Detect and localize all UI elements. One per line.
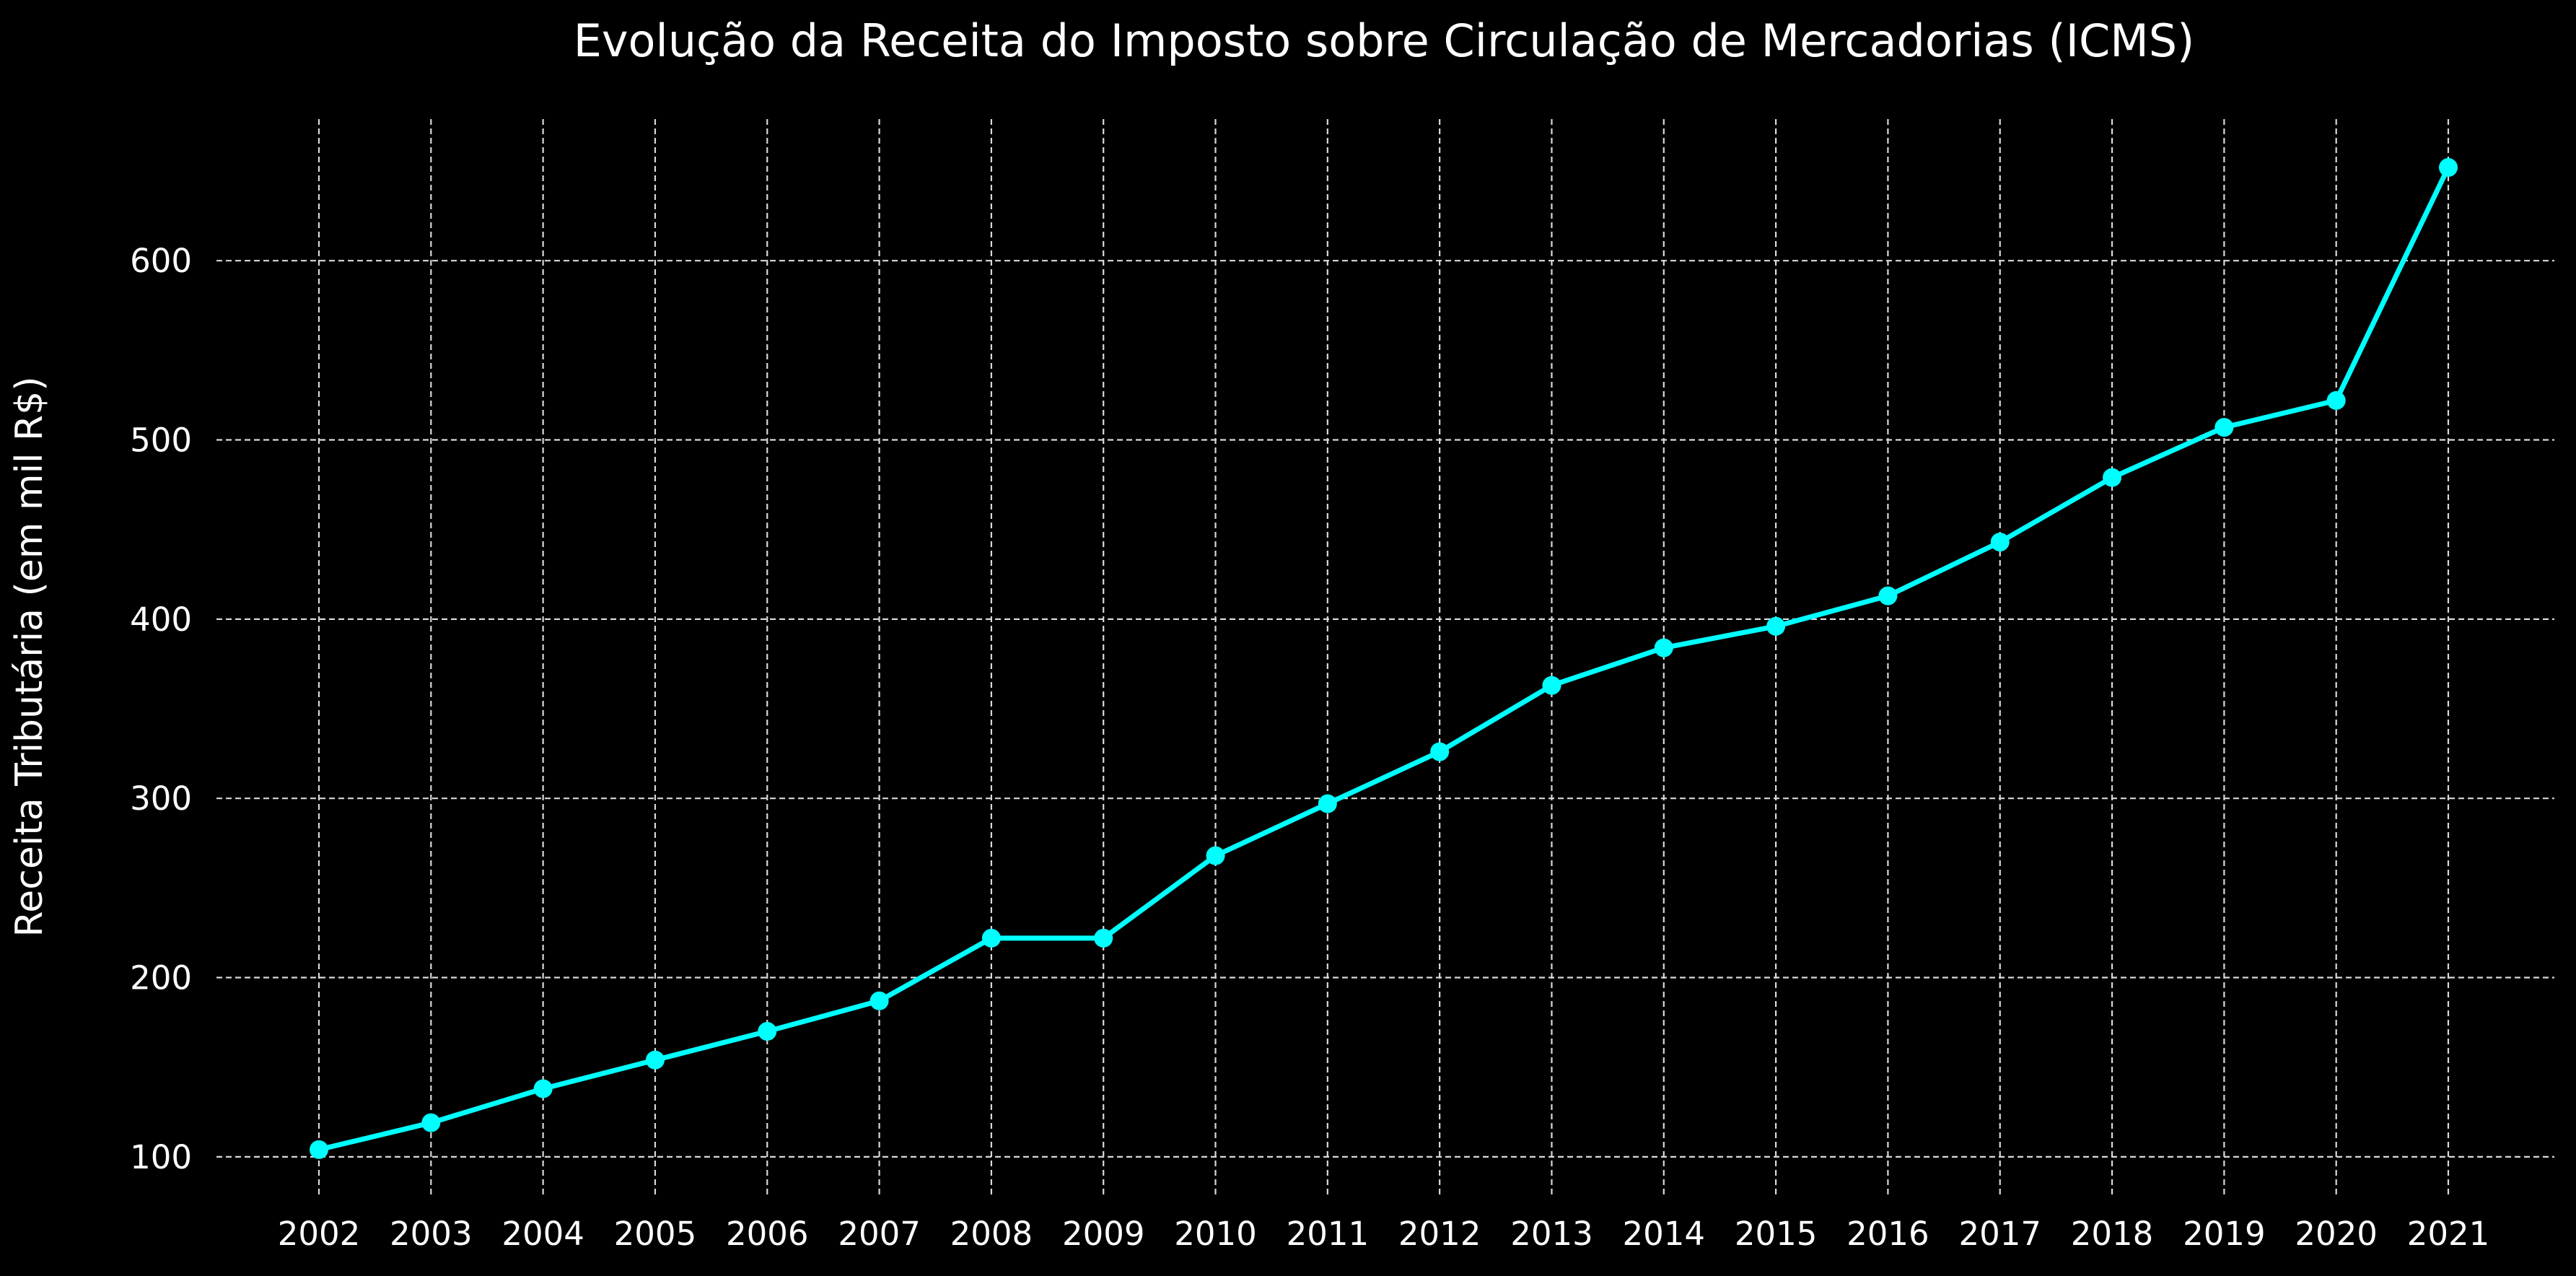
x-tick-label: 2012 bbox=[1398, 1215, 1481, 1253]
x-tick-label: 2016 bbox=[1846, 1215, 1929, 1253]
y-axis-label: Receita Tributária (em mil R$) bbox=[8, 376, 51, 937]
x-tick-label: 2010 bbox=[1174, 1215, 1257, 1253]
x-tick-label: 2015 bbox=[1735, 1215, 1818, 1253]
y-tick-label: 300 bbox=[130, 779, 192, 818]
x-tick-label: 2004 bbox=[501, 1215, 584, 1253]
tick-labels: 2002 2003 2004 2005 2006 2007 2008 2009 2010 2011… bbox=[130, 242, 2489, 1253]
y-tick-label: 500 bbox=[130, 421, 192, 460]
data-point bbox=[1318, 794, 1337, 813]
x-tick-label: 2021 bbox=[2407, 1215, 2490, 1253]
x-tick-label: 2002 bbox=[278, 1215, 361, 1253]
x-tick-label: 2008 bbox=[950, 1215, 1033, 1253]
data-point bbox=[1206, 846, 1225, 865]
series-line bbox=[316, 165, 2451, 1153]
data-point bbox=[421, 1113, 441, 1132]
data-point bbox=[310, 1140, 328, 1159]
x-tick-label: 2007 bbox=[838, 1215, 921, 1253]
x-tick-label: 2006 bbox=[726, 1215, 809, 1253]
data-point bbox=[1990, 533, 2010, 552]
data-point bbox=[2103, 468, 2122, 487]
data-point bbox=[869, 991, 889, 1010]
data-point bbox=[645, 1050, 665, 1070]
y-tick-label: 600 bbox=[130, 242, 192, 280]
y-tick-label: 100 bbox=[130, 1138, 192, 1176]
x-tick-label: 2011 bbox=[1287, 1215, 1370, 1253]
data-point bbox=[1766, 616, 1786, 636]
x-tick-label: 2009 bbox=[1062, 1215, 1145, 1253]
y-tick-label: 400 bbox=[130, 600, 192, 639]
x-tick-label: 2020 bbox=[2295, 1215, 2378, 1253]
data-point bbox=[533, 1079, 553, 1098]
x-tick-label: 2003 bbox=[390, 1215, 473, 1253]
data-point bbox=[2439, 158, 2458, 178]
y-tick-label: 200 bbox=[130, 959, 192, 997]
data-point bbox=[2326, 390, 2346, 410]
x-tick-label: 2014 bbox=[1623, 1215, 1706, 1253]
series bbox=[310, 158, 2458, 1159]
x-tick-label: 2018 bbox=[2071, 1215, 2154, 1253]
data-point bbox=[1094, 928, 1113, 948]
data-point bbox=[1430, 742, 1450, 761]
x-tick-label: 2019 bbox=[2183, 1215, 2266, 1253]
x-tick-label: 2013 bbox=[1510, 1215, 1593, 1253]
x-tick-label: 2005 bbox=[614, 1215, 697, 1253]
data-point bbox=[758, 1022, 777, 1041]
data-point bbox=[1542, 676, 1561, 695]
data-point bbox=[1654, 638, 1673, 657]
x-tick-label: 2017 bbox=[1958, 1215, 2041, 1253]
data-point bbox=[1878, 586, 1898, 606]
data-point bbox=[981, 928, 1001, 948]
data-point bbox=[2214, 418, 2234, 437]
chart-title: Evolução da Receita do Imposto sobre Cir… bbox=[574, 14, 2195, 67]
